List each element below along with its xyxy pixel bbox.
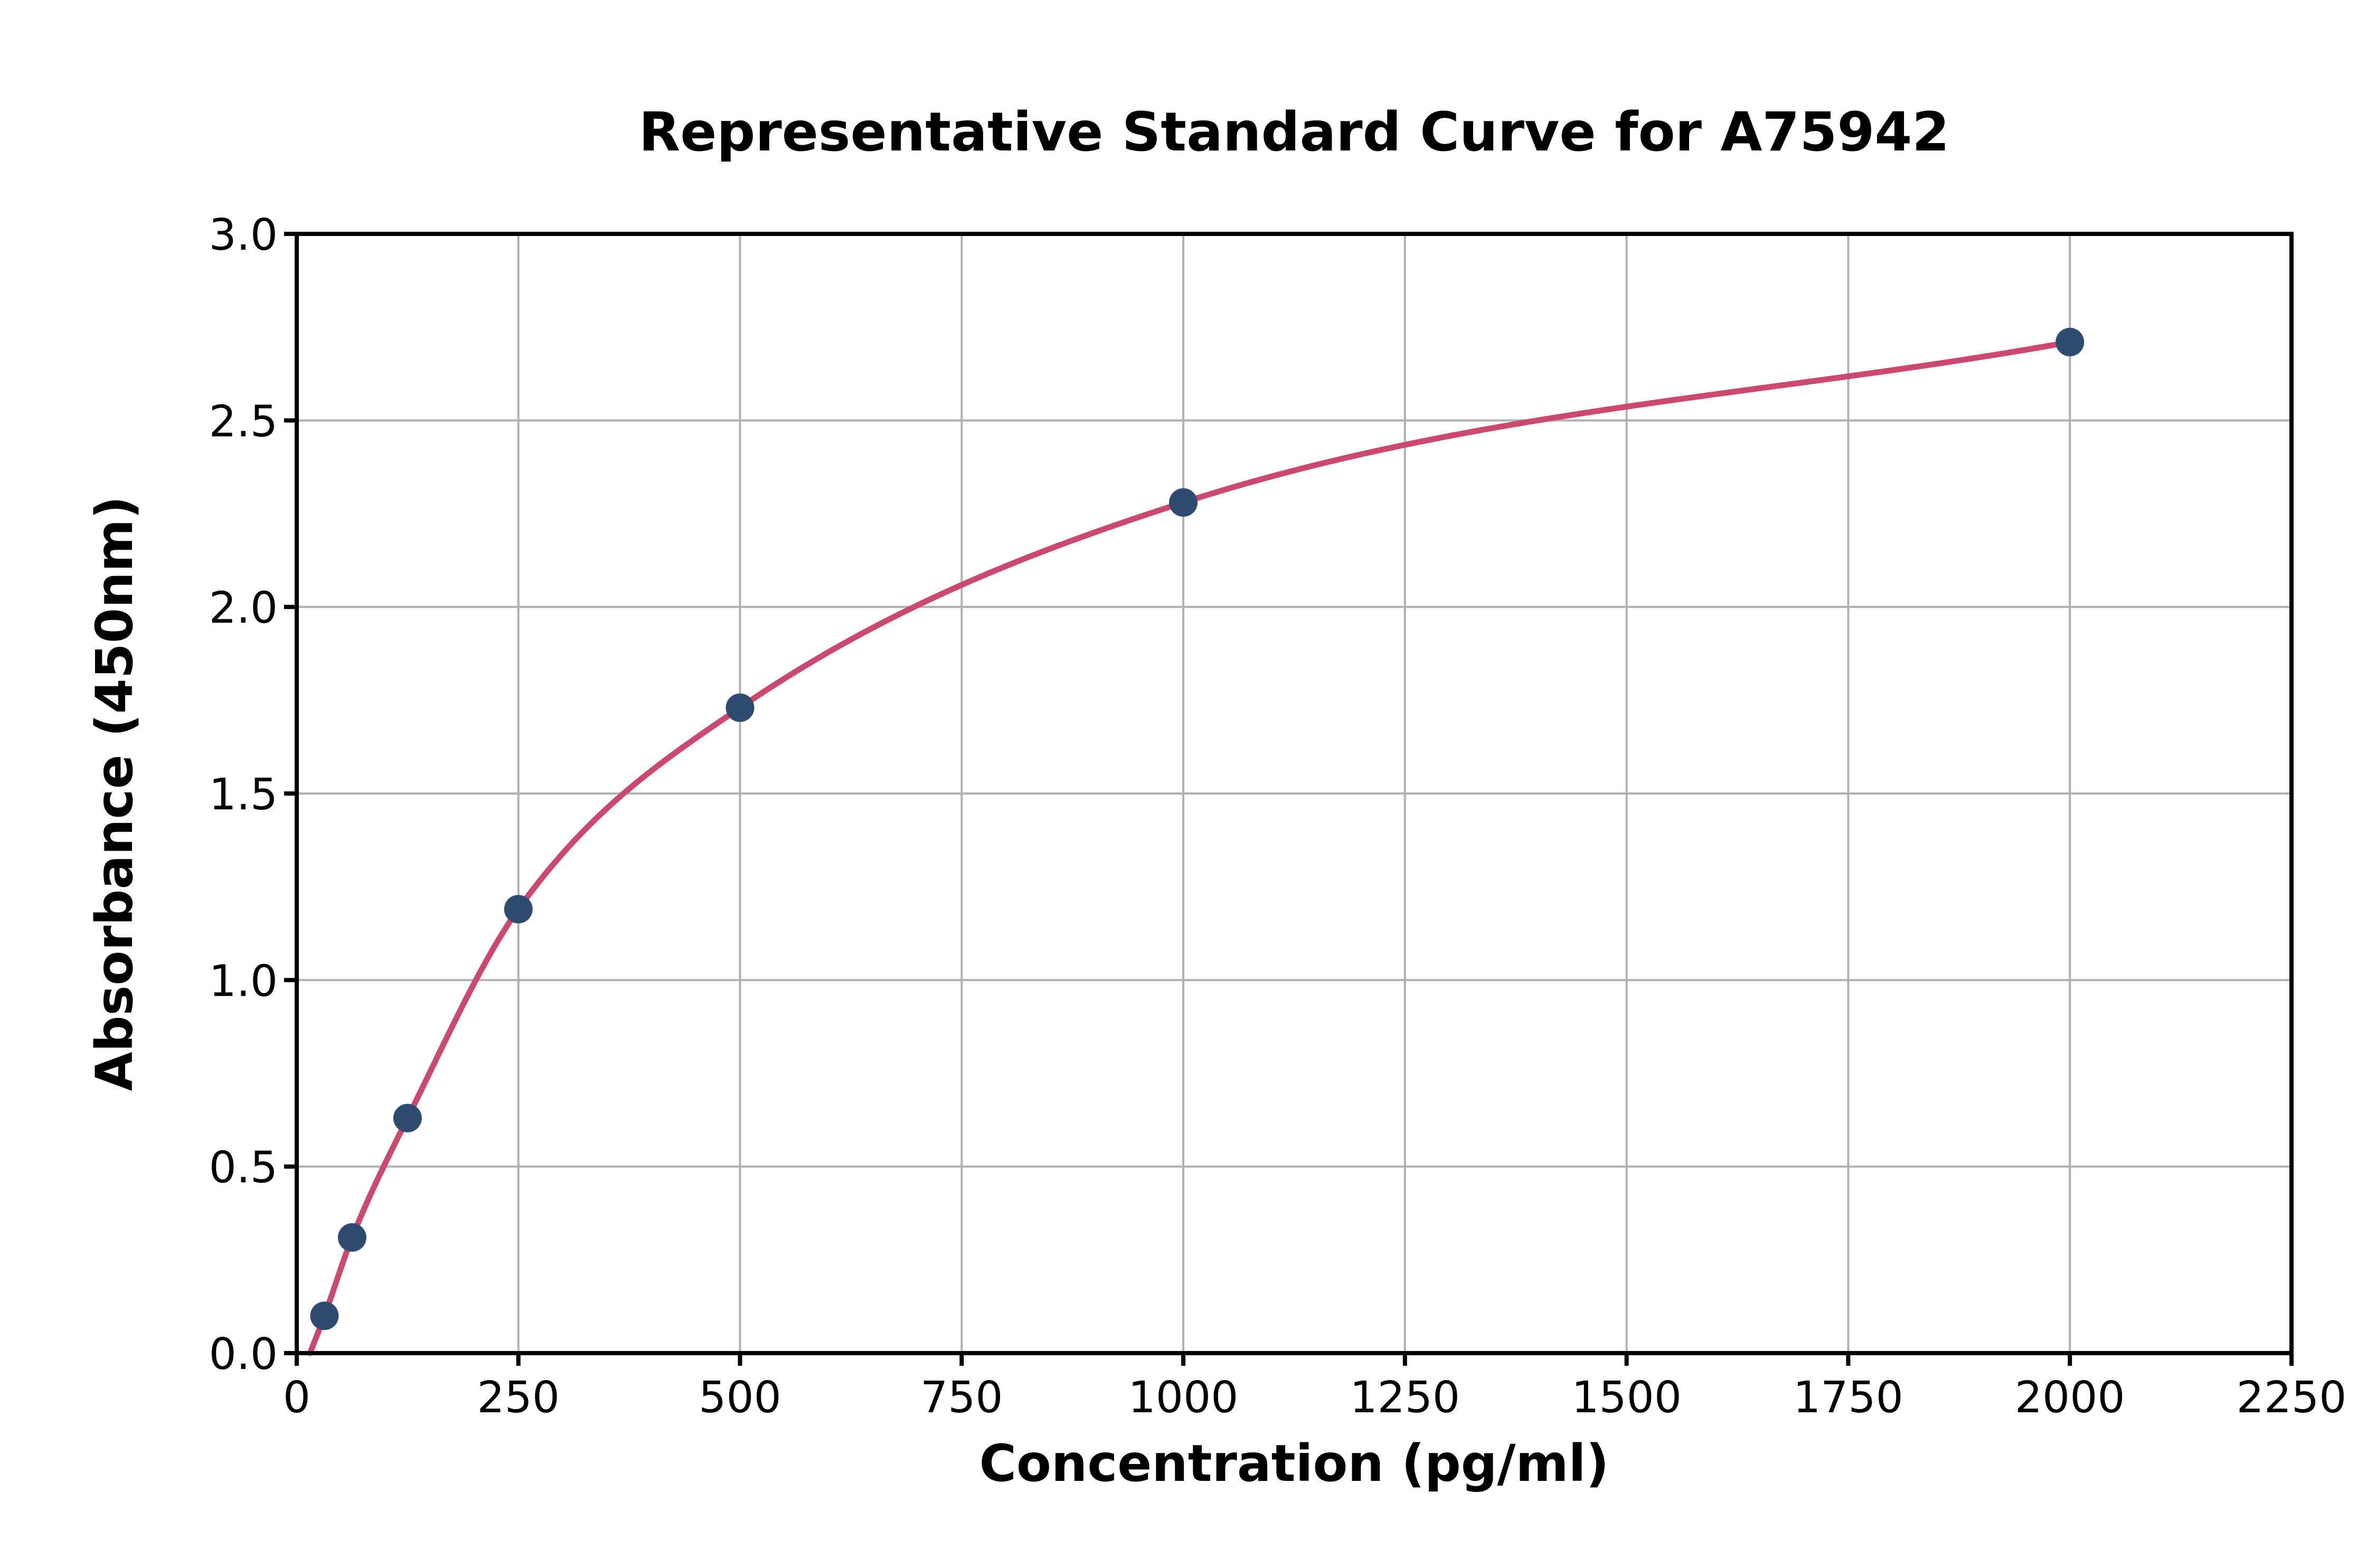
x-tick-label: 750 bbox=[920, 1373, 1003, 1423]
y-axis-label: Absorbance (450nm) bbox=[85, 496, 144, 1091]
data-point bbox=[310, 1301, 339, 1330]
tick-labels: 0 250 500 750 1000 1250 1500 1750 2000 2250 0.0 0.5… bbox=[209, 210, 2347, 1423]
data-point bbox=[504, 895, 533, 924]
data-point bbox=[725, 693, 755, 722]
x-tick-label: 250 bbox=[477, 1373, 560, 1423]
chart-title: Representative Standard Curve for A75942 bbox=[639, 101, 1950, 164]
y-tick-label: 1.0 bbox=[209, 956, 278, 1006]
x-tick-label: 2250 bbox=[2237, 1373, 2347, 1423]
series-layer bbox=[307, 327, 2085, 1356]
tick-marks bbox=[284, 232, 2294, 1366]
y-tick-label: 2.0 bbox=[209, 583, 278, 634]
x-tick-label: 1500 bbox=[1571, 1373, 1682, 1423]
x-tick-label: 1750 bbox=[1793, 1373, 1903, 1423]
y-tick-label: 1.5 bbox=[209, 770, 278, 820]
x-tick-label: 1250 bbox=[1350, 1373, 1460, 1423]
y-tick-label: 0.0 bbox=[209, 1329, 278, 1380]
x-tick-label: 0 bbox=[283, 1373, 310, 1423]
y-tick-label: 3.0 bbox=[209, 210, 278, 260]
data-point bbox=[393, 1103, 422, 1132]
data-point bbox=[1169, 488, 1198, 517]
data-point bbox=[2056, 327, 2085, 356]
grid-lines bbox=[296, 233, 2293, 1354]
y-tick-label: 0.5 bbox=[209, 1143, 278, 1193]
y-tick-label: 2.5 bbox=[209, 396, 278, 447]
x-tick-label: 500 bbox=[699, 1373, 781, 1423]
x-axis-label: Concentration (pg/ml) bbox=[979, 1434, 1609, 1493]
x-tick-label: 2000 bbox=[2015, 1373, 2125, 1423]
data-point bbox=[337, 1223, 366, 1252]
x-tick-label: 1000 bbox=[1128, 1373, 1239, 1423]
